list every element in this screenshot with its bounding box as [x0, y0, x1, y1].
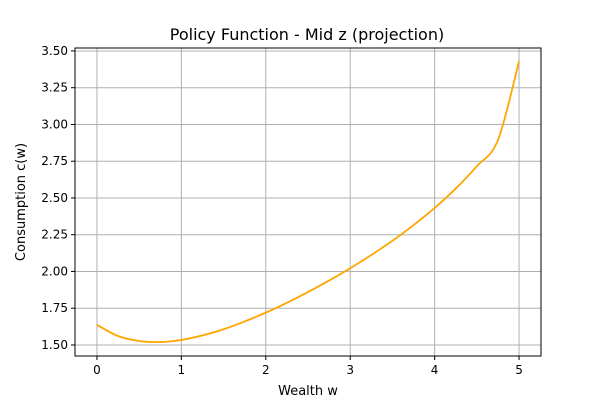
x-tick-label: 5	[515, 363, 523, 377]
y-tick-label: 1.50	[41, 338, 68, 352]
x-tick-label: 3	[346, 363, 354, 377]
chart-title: Policy Function - Mid z (projection)	[170, 25, 444, 44]
y-tick-label: 2.25	[41, 228, 68, 242]
y-tick-label: 1.75	[41, 301, 68, 315]
plot-area	[96, 60, 520, 343]
x-tick-label: 0	[93, 363, 101, 377]
consumption-line	[96, 60, 520, 343]
plot-frame	[74, 47, 542, 357]
y-tick-label: 3.50	[41, 44, 68, 58]
y-tick-label: 3.00	[41, 117, 68, 131]
y-tick-label: 3.25	[41, 81, 68, 95]
x-tick-label: 2	[262, 363, 270, 377]
x-tick-label: 4	[431, 363, 439, 377]
x-tick-label: 1	[178, 363, 186, 377]
y-tick-label: 2.50	[41, 191, 68, 205]
x-axis-label: Wealth w	[278, 384, 338, 399]
y-tick-label: 2.75	[41, 154, 68, 168]
y-axis-label: Consumption c(w)	[14, 143, 29, 261]
grid	[75, 48, 541, 356]
axis-ticks: 0 1 2 3 4 5 1.50 1.75 2.00 2.25 2.50 2.75 3.00 3.25 3.…	[41, 44, 523, 377]
y-tick-label: 2.00	[41, 264, 68, 278]
